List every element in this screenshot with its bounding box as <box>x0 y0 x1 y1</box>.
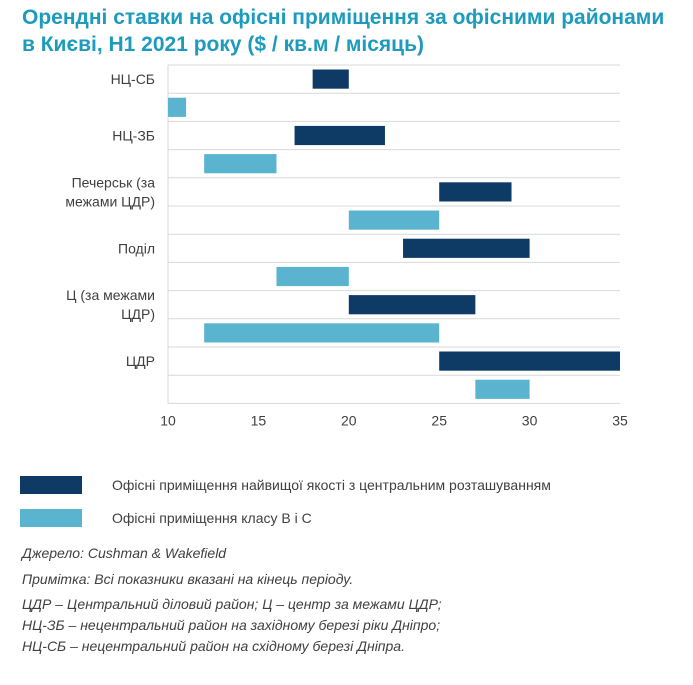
source-note: Джерело: Cushman & Wakefield <box>22 545 227 561</box>
category-label: ЦДР) <box>121 306 155 322</box>
bar-class-bc <box>204 154 277 174</box>
category-label: НЦ-СБ <box>111 71 155 87</box>
bar-premium <box>312 69 349 89</box>
category-label: Поділ <box>118 240 155 256</box>
legend-label-premium: Офісні приміщення найвищої якості з цент… <box>112 477 551 493</box>
bar-class-bc <box>348 210 440 230</box>
range-bar-chart: НЦ-СБ НЦ-ЗБ Печерськ (за межами ЦДР) Поділ Ц … <box>65 64 628 428</box>
definition-line: НЦ-ЗБ – нецентральний район на західному… <box>22 617 441 633</box>
category-label: межами ЦДР) <box>65 193 155 209</box>
bar-premium <box>403 238 530 258</box>
x-tick-label: 20 <box>341 412 357 428</box>
legend-label-class-bc: Офісні приміщення класу B і C <box>112 510 312 526</box>
notes: Джерело: Cushman & Wakefield Примітка: В… <box>22 542 442 657</box>
legend-swatch-premium <box>20 476 82 494</box>
bar-class-bc <box>276 266 349 287</box>
bar-class-bc <box>204 323 440 343</box>
definition-line: ЦДР – Центральний діловий район; Ц – цен… <box>22 596 442 612</box>
category-label: ЦДР <box>126 353 155 369</box>
period-note: Примітка: Всі показники вказані на кінец… <box>22 571 354 587</box>
category-labels: НЦ-СБ НЦ-ЗБ Печерськ (за межами ЦДР) Поділ Ц … <box>65 71 155 369</box>
definitions: ЦДР – Центральний діловий район; Ц – цен… <box>22 594 442 657</box>
bar-premium <box>439 182 512 202</box>
x-tick-label: 30 <box>522 412 538 428</box>
x-tick-label: 15 <box>251 412 267 428</box>
category-label: Печерськ (за <box>72 174 156 190</box>
bar-premium <box>294 125 385 146</box>
category-label: Ц (за межами <box>66 287 155 303</box>
bar-class-bc <box>475 379 530 399</box>
chart-title: Орендні ставки на офісні приміщення за о… <box>22 6 665 56</box>
bar-group <box>168 69 620 399</box>
x-tick-label: 25 <box>431 412 447 428</box>
x-tick-labels: 10 15 20 25 30 35 <box>160 412 628 428</box>
x-tick-label: 10 <box>160 412 176 428</box>
x-tick-label: 35 <box>612 412 628 428</box>
definition-line: НЦ-СБ – нецентральний район на східному … <box>22 638 405 654</box>
gridlines <box>167 64 620 404</box>
bar-premium <box>439 351 620 371</box>
legend-swatch-class-bc <box>20 509 82 527</box>
bar-premium <box>348 295 476 315</box>
bar-class-bc <box>168 97 187 117</box>
category-label: НЦ-ЗБ <box>112 128 155 144</box>
